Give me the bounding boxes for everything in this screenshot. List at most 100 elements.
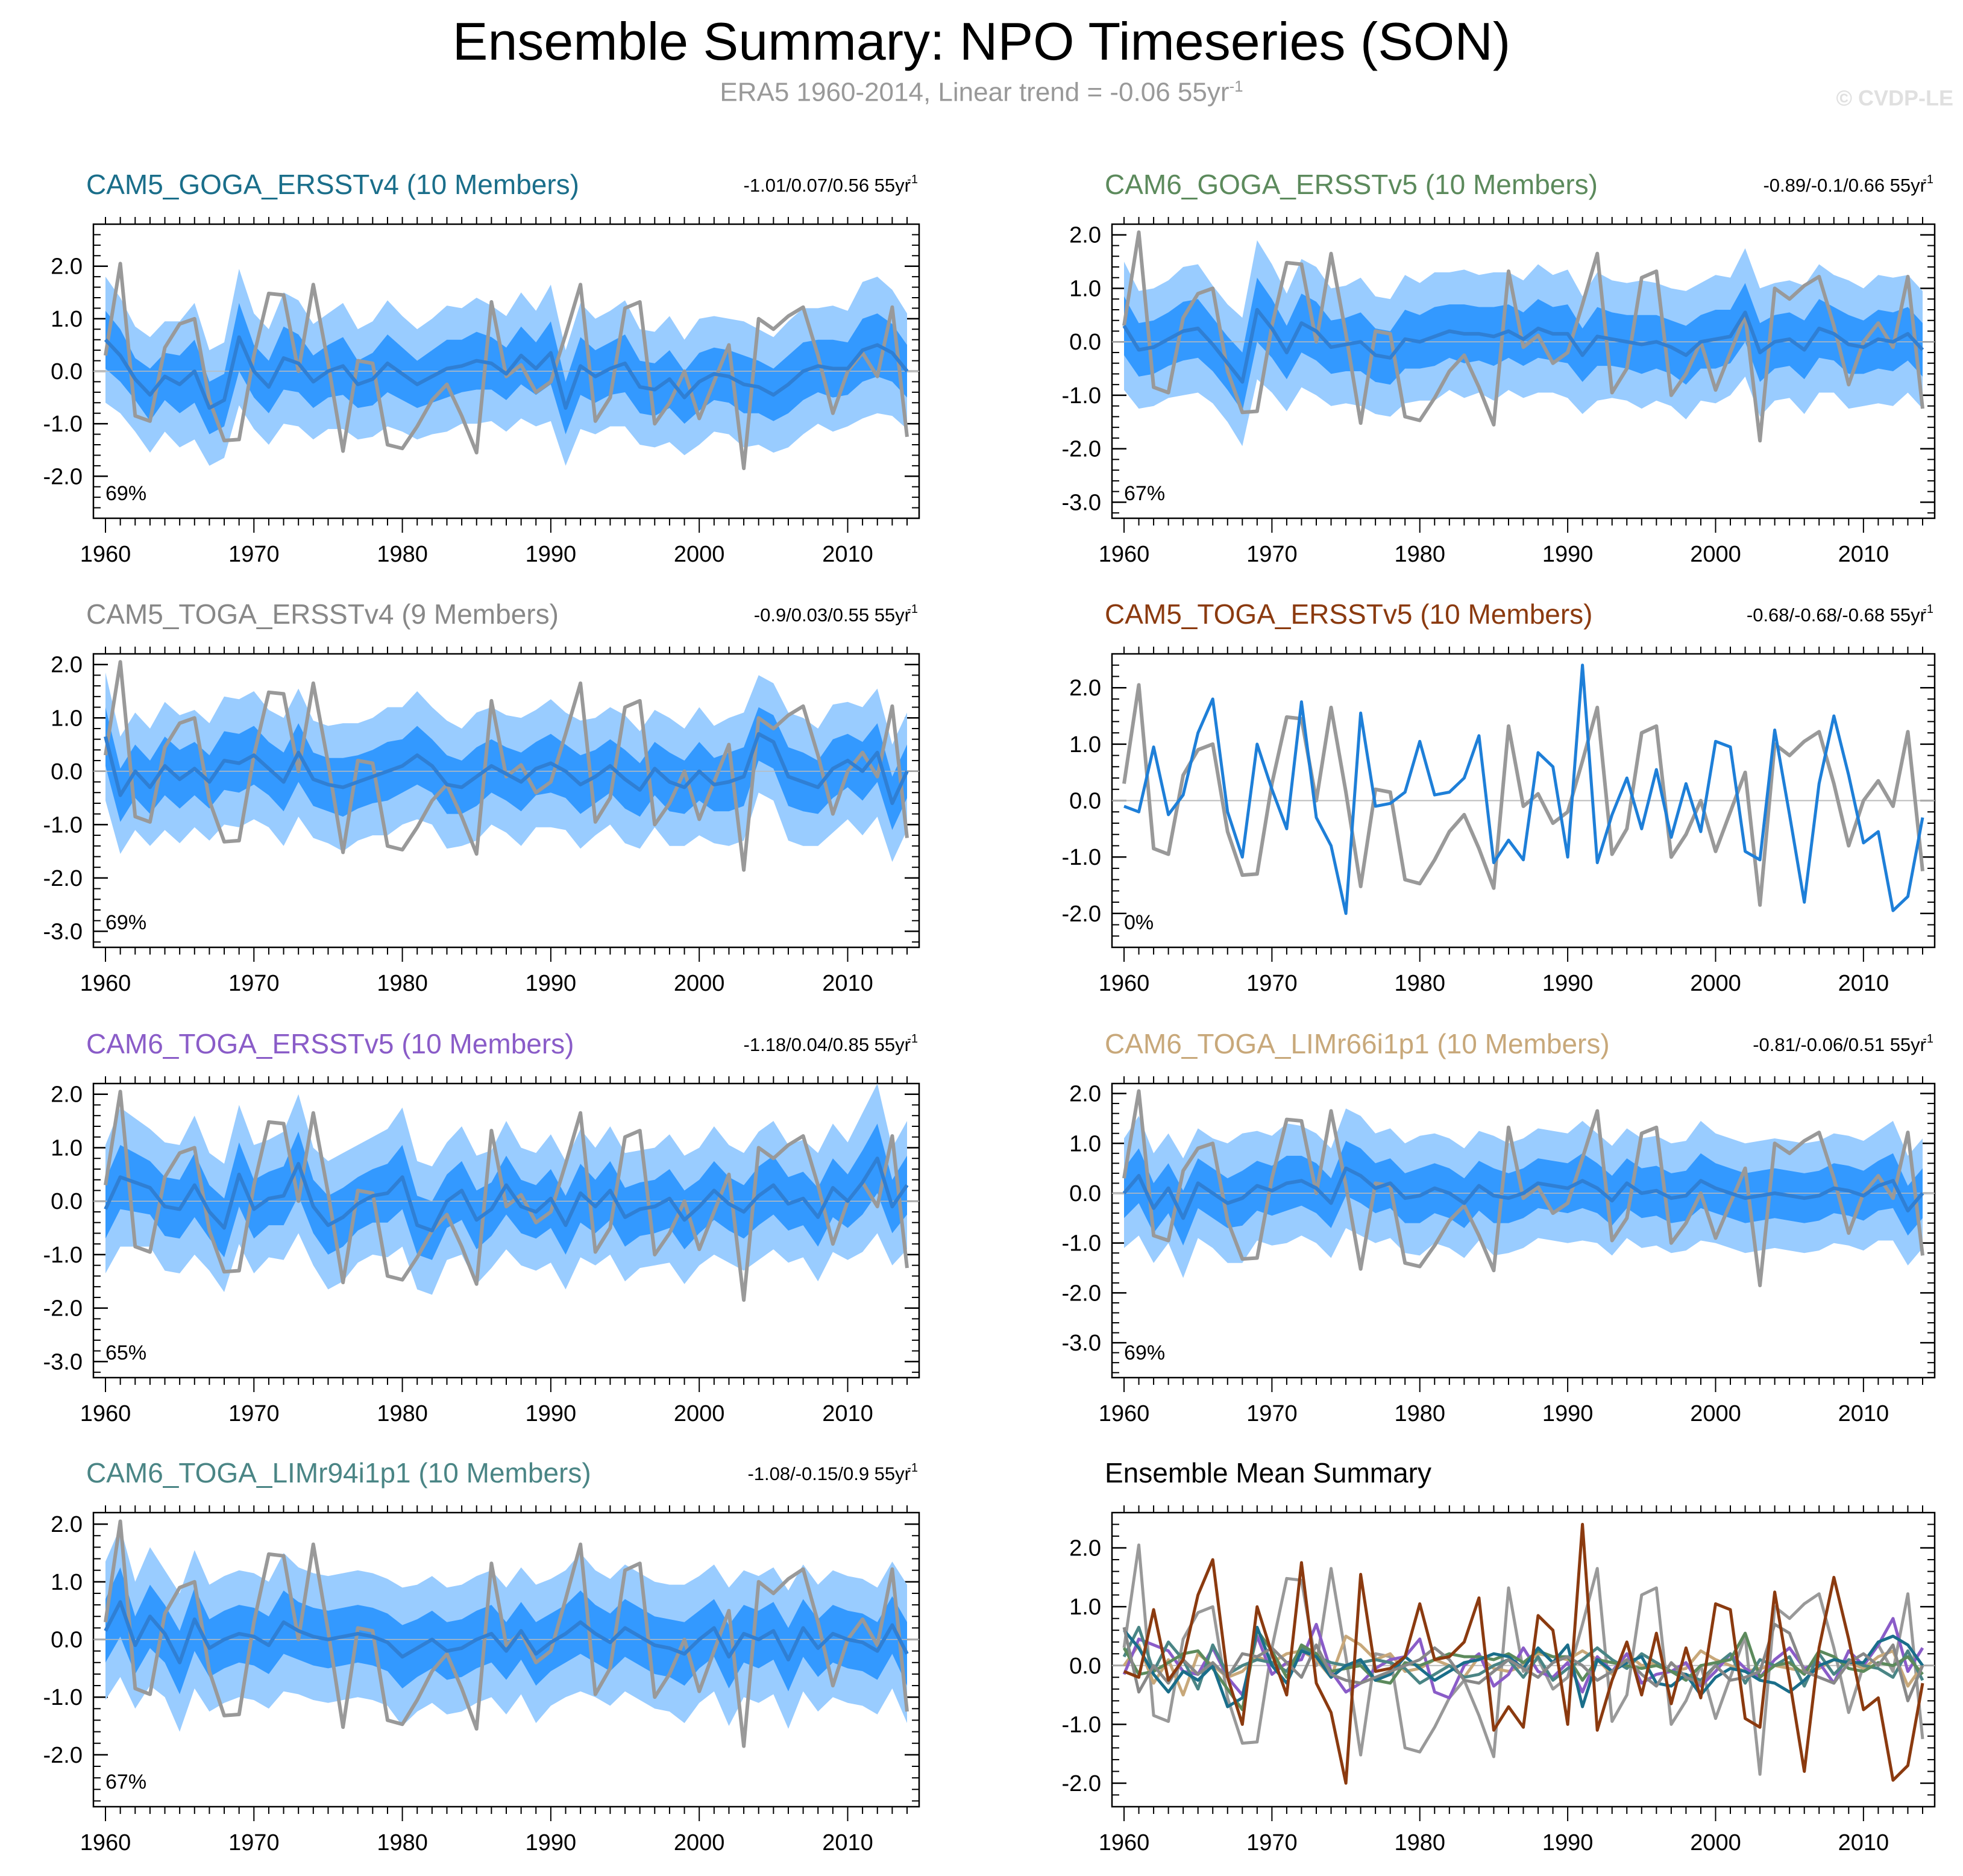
x-tick-label: 1970 [1246,971,1298,996]
x-tick-label: 2000 [1690,1401,1741,1426]
credit-label: © CVDP-LE [1836,86,1953,110]
y-tick-label: 1.0 [51,1570,83,1595]
figure-title: Ensemble Summary: NPO Timeseries (SON) [452,11,1511,71]
obs-series-line [1122,1543,1924,1776]
x-tick-label: 1980 [377,1830,428,1856]
panel-title: CAM6_TOGA_ERSSTv5 (10 Members) [86,1028,574,1059]
x-tick-label: 1990 [526,971,577,996]
panel-plot-area [1112,1089,1935,1287]
y-tick-label: -3.0 [43,1349,83,1375]
panel-plot-area [93,262,919,471]
y-tick-label: -1.0 [1062,1231,1101,1256]
y-tick-label: -2.0 [1062,437,1101,462]
y-tick-label: 2.0 [51,254,83,280]
panel-title: CAM5_GOGA_ERSSTv4 (10 Members) [86,169,579,200]
summary-mean-line [1122,1625,1924,1691]
panel-plot-area [1112,664,1935,915]
panel-5: CAM6_TOGA_ERSSTv5 (10 Members) -1.18/0.04… [43,1028,920,1426]
panel-trend-exponent: -1 [1923,173,1933,186]
x-tick-label: 1980 [377,971,428,996]
x-tick-label: 1960 [80,971,131,996]
panel-trend-exponent: -1 [907,1461,918,1475]
x-tick-label: 2010 [1838,971,1889,996]
y-tick-label: -1.0 [1062,845,1101,870]
y-tick-label: 1.0 [1069,1131,1101,1156]
panel-title: CAM5_TOGA_ERSSTv5 (10 Members) [1105,598,1593,630]
panel-2: CAM6_GOGA_ERSSTv5 (10 Members) -0.89/-0.1… [1062,169,1936,567]
x-tick-label: 1970 [228,1401,280,1426]
x-tick-label: 2010 [1838,1401,1889,1426]
panel-percent-label: 69% [105,482,146,505]
x-tick-label: 1960 [80,1830,131,1856]
figure-subtitle: ERA5 1960-2014, Linear trend = -0.06 55y… [0,77,1963,108]
x-tick-label: 1960 [80,542,131,567]
subtitle-text: ERA5 1960-2014, Linear trend = -0.06 55y… [720,77,1230,107]
panel-trend-label: -1.01/0.07/0.56 55yr [744,175,911,196]
summary-mean-line [1123,1523,1924,1785]
y-tick-label: 2.0 [51,653,83,678]
y-tick-label: 1.0 [51,706,83,731]
y-tick-label: -2.0 [43,464,83,489]
ensemble-mean-line [104,335,909,410]
panel-4: CAM5_TOGA_ERSSTv5 (10 Members) -0.68/-0.6… [1062,598,1936,996]
y-tick-label: 2.0 [51,1082,83,1108]
panel-trend-label: -1.08/-0.15/0.9 55yr [747,1463,911,1484]
ensemble-interquartile-band [105,1567,907,1695]
panel-trend-label: -0.81/-0.06/0.51 55yr [1753,1034,1926,1055]
x-tick-label: 1970 [228,542,280,567]
x-tick-label: 2010 [822,1401,873,1426]
y-tick-label: 2.0 [1069,223,1101,248]
x-tick-label: 1980 [1394,1401,1445,1426]
y-tick-label: -2.0 [43,866,83,891]
x-tick-label: 1970 [1246,542,1298,567]
x-tick-label: 2000 [674,971,725,996]
x-tick-label: 2000 [1690,1830,1741,1856]
y-tick-label: 2.0 [51,1512,83,1537]
y-tick-label: 0.0 [51,759,83,785]
obs-series-line [104,1519,909,1748]
y-tick-label: 1.0 [51,1135,83,1161]
x-tick-label: 1960 [80,1401,131,1426]
x-tick-label: 1990 [1542,1830,1594,1856]
y-tick-label: -1.0 [43,1685,83,1710]
y-tick-label: 1.0 [51,307,83,332]
panel-title: Ensemble Mean Summary [1105,1457,1431,1489]
x-tick-label: 1960 [1099,542,1150,567]
x-tick-label: 2010 [822,1830,873,1856]
x-tick-label: 1960 [1099,971,1150,996]
y-tick-label: -1.0 [1062,383,1101,409]
x-tick-label: 1980 [1394,542,1445,567]
panel-trend-exponent: -1 [907,603,918,616]
x-tick-label: 1970 [228,971,280,996]
x-tick-label: 1980 [1394,971,1445,996]
y-tick-label: -3.0 [43,919,83,944]
ensemble-mean-line [104,732,909,805]
ensemble-mean-line [1122,308,1924,384]
panel-trend-exponent: -1 [907,173,918,186]
x-tick-label: 1990 [526,1401,577,1426]
y-tick-label: -3.0 [1062,490,1101,515]
y-tick-label: 2.0 [1069,1082,1101,1107]
panel-percent-label: 69% [105,911,146,934]
subtitle-exponent: -1 [1229,77,1243,95]
plot-frame [1111,1511,1936,1808]
panel-1: CAM5_GOGA_ERSSTv4 (10 Members) -1.01/0.07… [43,169,920,567]
panel-percent-label: 69% [1124,1341,1165,1364]
x-tick-label: 1980 [377,1401,428,1426]
y-tick-label: 0.0 [51,359,83,384]
panel-trend-exponent: -1 [907,1032,918,1046]
panel-title: CAM5_TOGA_ERSSTv4 (9 Members) [86,598,559,630]
panel-title: CAM6_GOGA_ERSSTv5 (10 Members) [1105,169,1598,200]
x-tick-label: 2000 [1690,542,1741,567]
x-tick-label: 1970 [1246,1830,1298,1856]
y-tick-label: -1.0 [43,412,83,437]
x-tick-label: 1980 [1394,1830,1445,1856]
y-tick-label: -2.0 [1062,1281,1101,1306]
y-tick-label: 1.0 [1069,1595,1101,1620]
panel-trend-exponent: -1 [1923,1032,1933,1046]
obs-series-line [1122,1089,1924,1287]
y-tick-label: 0.0 [1069,1181,1101,1206]
y-tick-label: 0.0 [1069,789,1101,814]
x-tick-label: 2000 [674,1401,725,1426]
